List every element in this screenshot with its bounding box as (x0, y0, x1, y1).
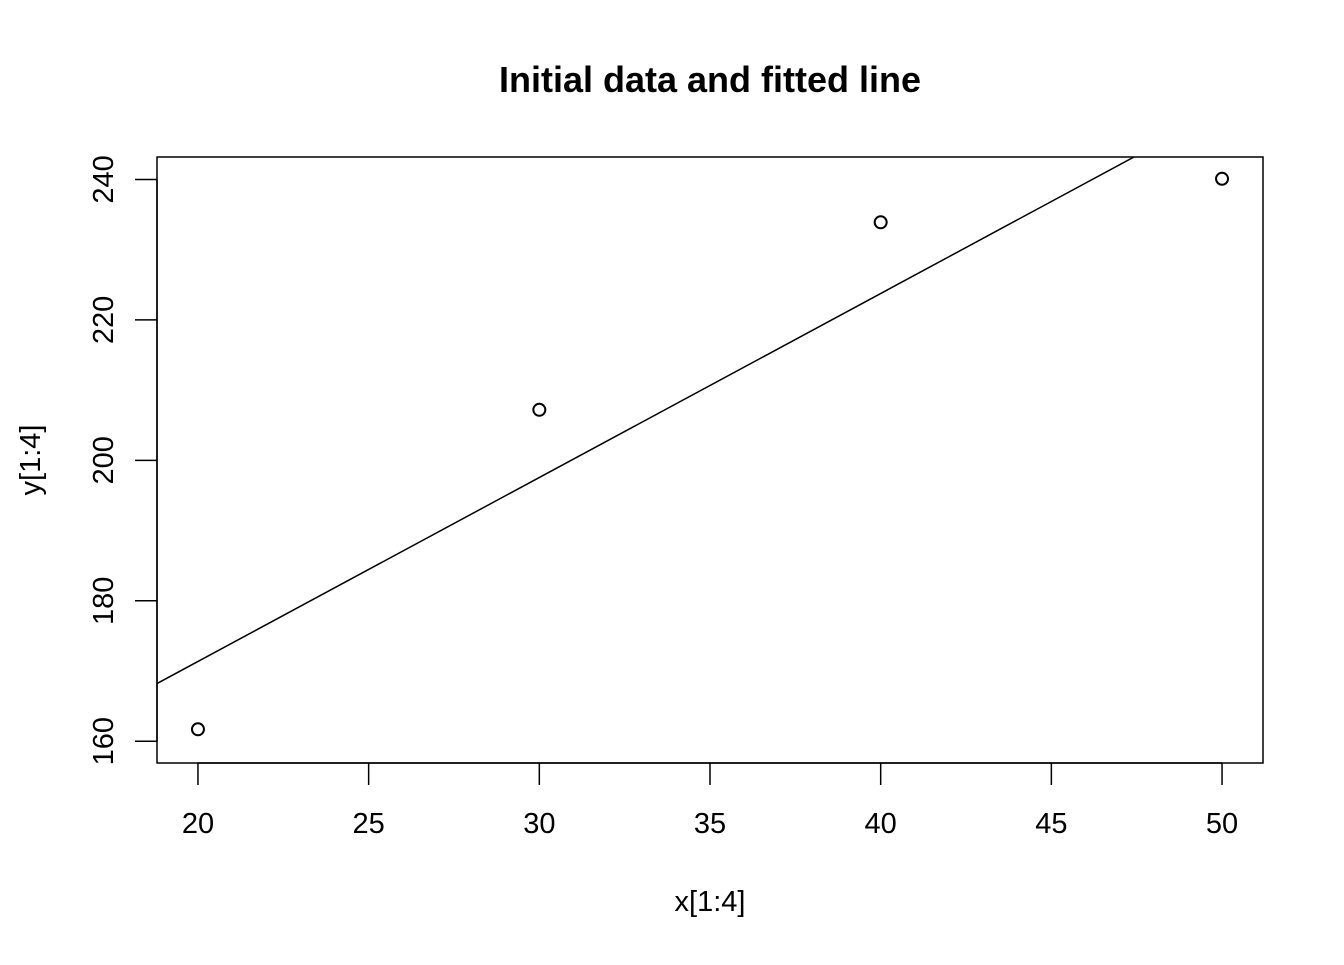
x-tick-label: 40 (865, 808, 897, 840)
data-point (1215, 171, 1230, 186)
data-point (532, 402, 547, 417)
x-axis: 20 25 30 35 40 45 50 (182, 762, 1238, 840)
y-tick-label: 200 (88, 436, 120, 484)
y-tick-label: 240 (88, 155, 120, 203)
y-tick-label: 220 (88, 296, 120, 344)
y-tick-label: 160 (88, 717, 120, 765)
x-tick-label: 50 (1206, 808, 1238, 840)
x-axis-label: x[1:4] (675, 886, 746, 918)
x-tick-label: 20 (182, 808, 214, 840)
x-tick-label: 35 (694, 808, 726, 840)
y-tick-label: 180 (88, 577, 120, 625)
y-axis: 160 180 200 220 240 (88, 155, 158, 765)
points-layer (190, 171, 1230, 737)
data-point (190, 722, 205, 737)
data-point (873, 215, 888, 230)
x-tick-label: 30 (523, 808, 555, 840)
fitted-line-layer (157, 157, 1136, 685)
fitted-line (157, 157, 1136, 685)
y-axis-label: y[1:4] (15, 425, 47, 496)
x-tick-label: 45 (1035, 808, 1067, 840)
x-tick-label: 25 (353, 808, 385, 840)
plot-frame (156, 156, 1264, 764)
chart-title: Initial data and fitted line (499, 59, 921, 100)
